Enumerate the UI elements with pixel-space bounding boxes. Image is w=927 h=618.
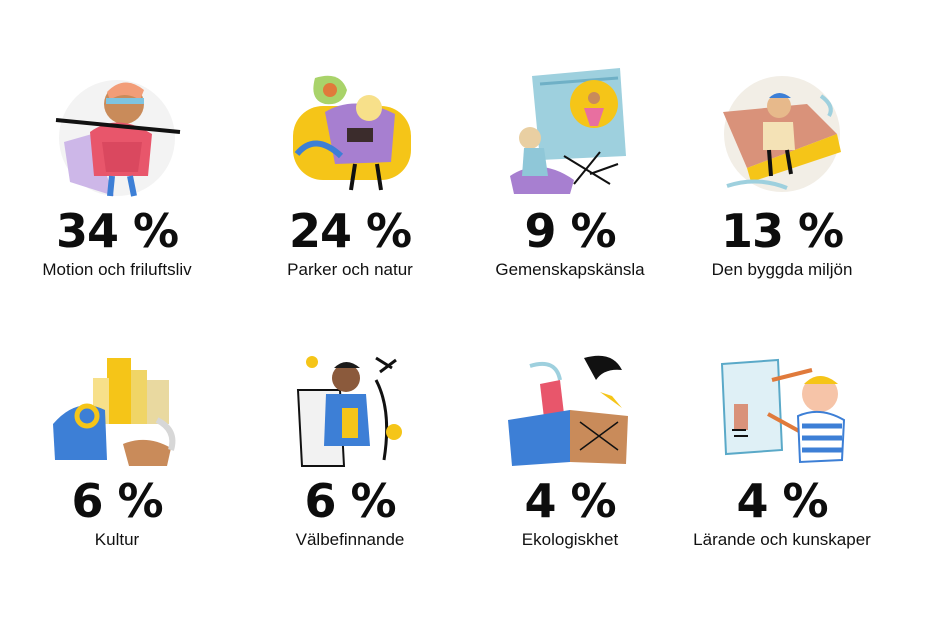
category-label: Parker och natur — [287, 260, 413, 279]
category-card-culture: 6 % Kultur — [17, 350, 217, 550]
category-card-parks: 24 % Parker och natur — [250, 72, 450, 280]
category-card-ecology: 4 % Ekologiskhet — [470, 350, 670, 550]
category-card-built-environment: 13 % Den byggda miljön — [682, 72, 882, 280]
ecology-illustration-icon — [508, 355, 628, 466]
category-card-wellbeing: 6 % Välbefinnande — [250, 350, 450, 550]
category-card-learning: 4 % Lärande och kunskaper — [682, 350, 882, 550]
percent-value: 6 % — [304, 474, 396, 528]
percent-value: 4 % — [736, 474, 828, 528]
category-label: Ekologiskhet — [521, 530, 619, 549]
percent-value: 34 % — [55, 204, 179, 258]
percent-value: 13 % — [720, 204, 844, 258]
culture-city-illustration-icon — [53, 358, 176, 466]
park-reader-illustration-icon — [293, 75, 411, 191]
category-label: Välbefinnande — [295, 530, 405, 549]
built-environment-illustration-icon — [723, 76, 841, 192]
category-label: Den byggda miljön — [711, 260, 853, 279]
category-card-community: 9 % Gemenskapskänsla — [470, 64, 670, 280]
runner-illustration-icon — [55, 80, 181, 197]
category-label: Lärande och kunskaper — [693, 530, 871, 549]
category-label: Motion och friluftsliv — [42, 260, 192, 279]
category-card-motion: 34 % Motion och friluftsliv — [17, 72, 217, 280]
percent-value: 4 % — [524, 474, 616, 528]
wellbeing-illustration-icon — [296, 356, 402, 467]
percent-value: 24 % — [288, 204, 412, 258]
percent-value: 6 % — [71, 474, 163, 528]
community-building-illustration-icon — [510, 68, 626, 194]
learning-illustration-icon — [720, 358, 846, 464]
percent-value: 9 % — [524, 204, 616, 258]
category-label: Kultur — [94, 530, 140, 549]
category-label: Gemenskapskänsla — [495, 260, 645, 279]
